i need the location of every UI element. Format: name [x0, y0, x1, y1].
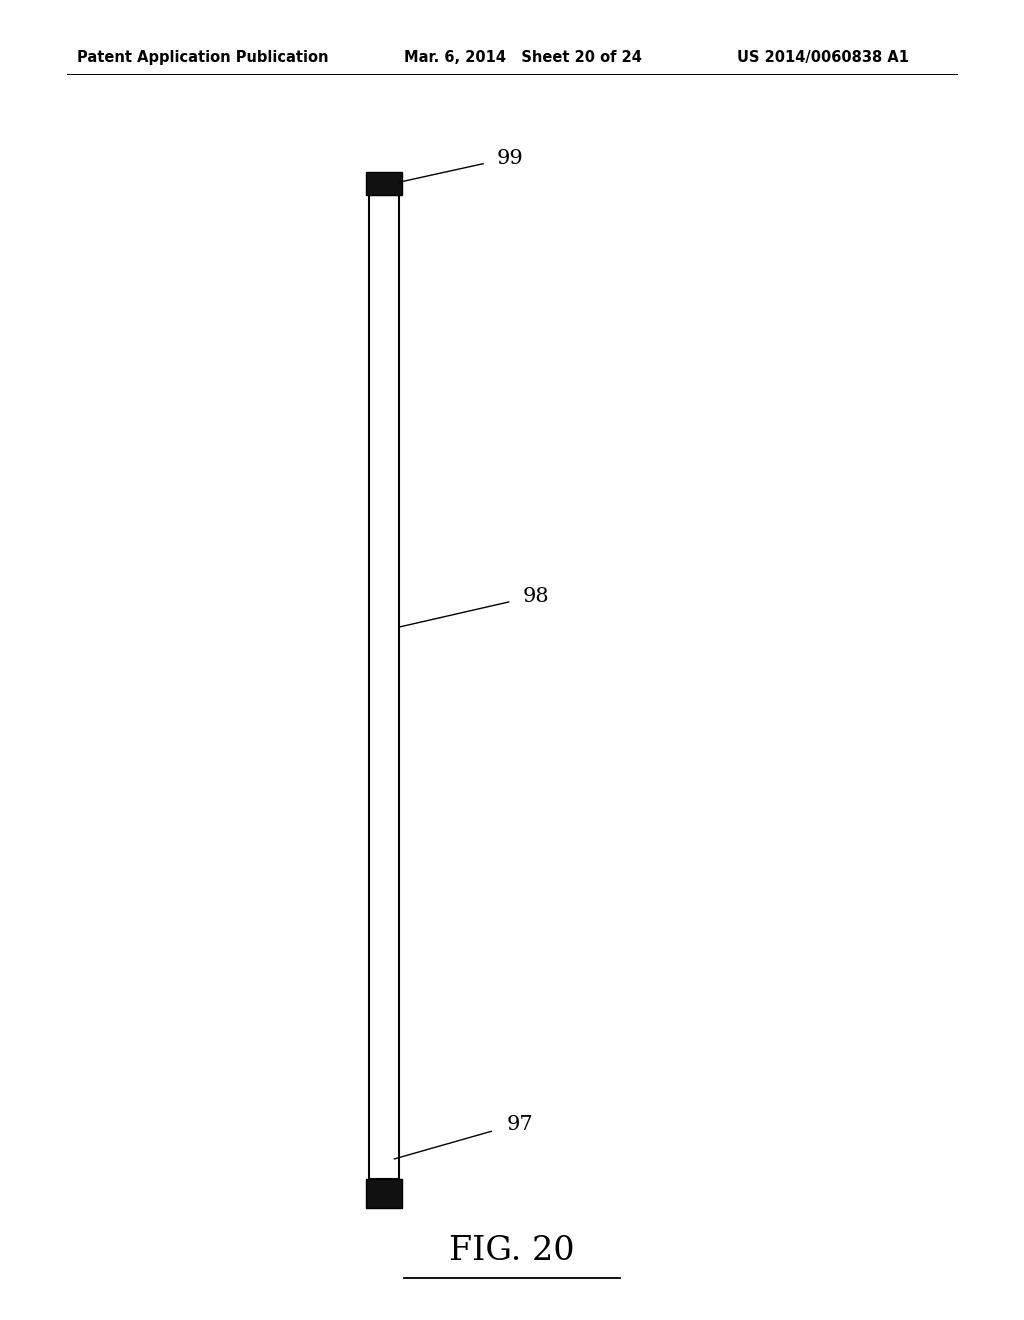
Bar: [369, 195, 399, 1179]
Bar: [366, 1179, 402, 1208]
Bar: [366, 172, 402, 195]
Text: 97: 97: [507, 1115, 534, 1134]
Text: 98: 98: [522, 587, 549, 606]
Text: Mar. 6, 2014   Sheet 20 of 24: Mar. 6, 2014 Sheet 20 of 24: [404, 50, 642, 65]
Text: Patent Application Publication: Patent Application Publication: [77, 50, 329, 65]
Text: US 2014/0060838 A1: US 2014/0060838 A1: [737, 50, 909, 65]
Text: 99: 99: [497, 149, 523, 168]
Text: FIG. 20: FIG. 20: [450, 1236, 574, 1267]
